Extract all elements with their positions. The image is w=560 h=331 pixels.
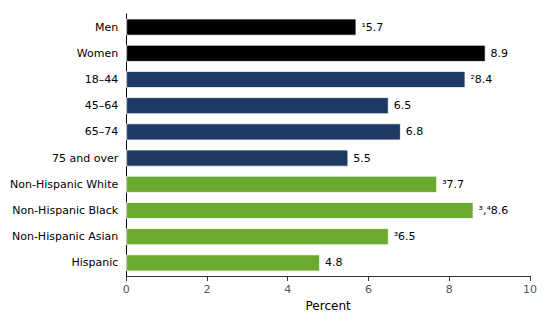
svg-text:Percent: Percent <box>306 299 351 313</box>
svg-text:45–64: 45–64 <box>85 99 119 112</box>
svg-text:10: 10 <box>523 283 537 296</box>
svg-text:Hispanic: Hispanic <box>71 256 118 269</box>
svg-text:4: 4 <box>284 283 291 296</box>
svg-text:³,⁴8.6: ³,⁴8.6 <box>478 204 508 217</box>
svg-text:8.9: 8.9 <box>491 47 509 60</box>
svg-text:4.8: 4.8 <box>325 256 343 269</box>
svg-text:²8.4: ²8.4 <box>470 73 492 86</box>
svg-text:6: 6 <box>365 283 372 296</box>
svg-text:Non-Hispanic Black: Non-Hispanic Black <box>12 204 119 217</box>
svg-text:6.8: 6.8 <box>406 125 424 138</box>
svg-text:Non-Hispanic Asian: Non-Hispanic Asian <box>12 230 118 243</box>
svg-text:65–74: 65–74 <box>85 125 119 138</box>
svg-text:2: 2 <box>203 283 210 296</box>
svg-text:0: 0 <box>123 283 130 296</box>
svg-text:¹5.7: ¹5.7 <box>361 21 383 34</box>
svg-text:6.5: 6.5 <box>394 99 412 112</box>
svg-text:18–44: 18–44 <box>85 73 119 86</box>
svg-text:5.5: 5.5 <box>353 152 371 165</box>
svg-text:Women: Women <box>77 47 118 60</box>
svg-text:8: 8 <box>446 283 453 296</box>
svg-text:Non-Hispanic White: Non-Hispanic White <box>10 178 118 191</box>
svg-text:³7.7: ³7.7 <box>442 178 464 191</box>
svg-text:Men: Men <box>95 21 118 34</box>
svg-text:³6.5: ³6.5 <box>394 230 416 243</box>
svg-text:75 and over: 75 and over <box>52 152 119 165</box>
